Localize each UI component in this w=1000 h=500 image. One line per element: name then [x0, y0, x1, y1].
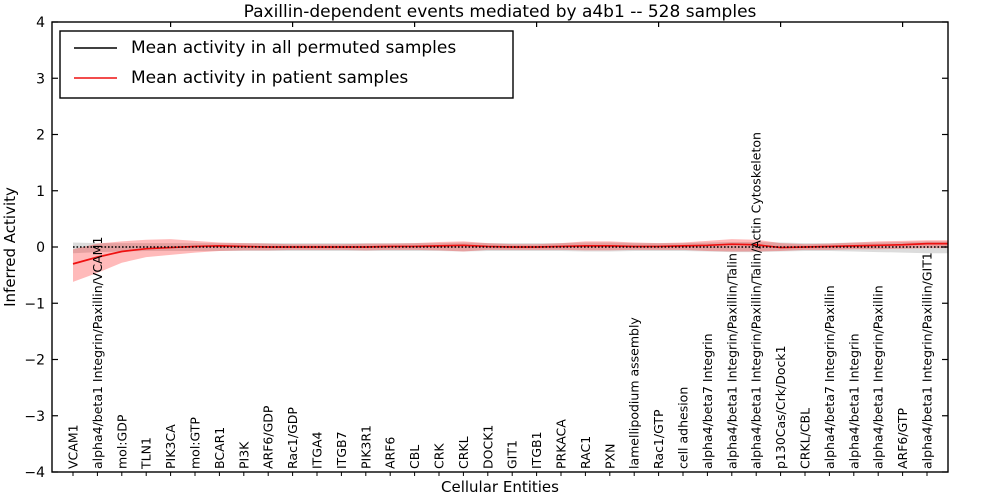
- y-tick-label: 1: [36, 184, 45, 200]
- x-tick-label: alpha4/beta7 Integrin: [700, 333, 715, 469]
- x-tick-label: alpha4/beta1 Integrin/Paxillin/VCAM1: [90, 237, 105, 469]
- x-tick-label: PI3K: [236, 441, 251, 469]
- x-axis-label: Cellular Entities: [441, 478, 559, 496]
- x-tick-label: ARF6/GTP: [895, 408, 910, 469]
- x-tick-label: lamellipodium assembly: [627, 317, 642, 469]
- x-tick-label: PXN: [602, 444, 617, 469]
- plot-area: −4 −3 −2 −1 0 1 2 3 4 VCAM1 alpha4/beta1 Integrin/…: [24, 15, 949, 481]
- y-tick-label: −2: [24, 353, 45, 369]
- x-tick-label: ITGB7: [334, 431, 349, 469]
- x-tick-label: mol:GTP: [188, 417, 203, 469]
- y-tick-label: 0: [36, 240, 45, 256]
- x-tick-label: TLN1: [139, 437, 154, 470]
- x-tick-label: RAC1: [578, 436, 593, 469]
- x-tick-label: alpha4/beta1 Integrin/Paxillin/GIT1: [920, 252, 935, 469]
- plot-border: [51, 21, 949, 473]
- x-tick-label: ITGB1: [529, 431, 544, 469]
- legend-label-permuted: Mean activity in all permuted samples: [131, 38, 456, 58]
- x-tick-label: alpha4/beta1 Integrin/Paxillin/Talin: [724, 253, 739, 469]
- y-tick-label: 2: [36, 128, 45, 144]
- x-tick-label: DOCK1: [480, 425, 495, 469]
- x-tick-label: ARF6: [383, 437, 398, 469]
- x-tick-label: PRKACA: [554, 419, 569, 469]
- chart-title: Paxillin-dependent events mediated by a4…: [244, 2, 757, 22]
- legend: Mean activity in all permuted samples Me…: [59, 30, 514, 99]
- x-tick-label: ITGA4: [310, 431, 325, 469]
- x-tick-label: BCAR1: [212, 427, 227, 469]
- y-axis-label: Inferred Activity: [1, 187, 19, 307]
- x-tick-label: ARF6/GDP: [261, 405, 276, 469]
- x-tick-label: alpha4/beta1 Integrin: [846, 333, 861, 469]
- x-tick-label: Rac1/GDP: [285, 407, 300, 469]
- x-tick-label: alpha4/beta1 Integrin/Paxillin/Talin/Act…: [749, 132, 764, 469]
- x-tick-label: CBL: [407, 445, 422, 469]
- y-tick-label: −4: [24, 465, 45, 481]
- x-tick-label: alpha4/beta7 Integrin/Paxillin: [822, 285, 837, 469]
- x-tick-label: PIK3CA: [163, 424, 178, 469]
- x-tick-label: mol:GDP: [114, 414, 129, 469]
- x-tick-label: CRK: [432, 443, 447, 469]
- x-tick-label: PIK3R1: [358, 425, 373, 469]
- y-tick-label: 3: [36, 71, 45, 87]
- x-tick-label: CRKL: [456, 436, 471, 469]
- y-tick-label: 4: [36, 15, 45, 31]
- legend-label-patient: Mean activity in patient samples: [131, 68, 408, 88]
- patient-band: [73, 239, 948, 282]
- x-tick-label: p130Cas/Crk/Dock1: [773, 345, 788, 469]
- x-tick-label: cell adhesion: [676, 387, 691, 469]
- x-tick-label: VCAM1: [66, 424, 81, 469]
- legend-box: [59, 30, 514, 99]
- x-tick-label: CRKL/CBL: [798, 408, 813, 469]
- y-tick-label: −3: [24, 409, 45, 425]
- y-tick-label: −1: [24, 296, 45, 312]
- x-tick-label: GIT1: [505, 440, 520, 469]
- x-tick-label: Rac1/GTP: [651, 409, 666, 469]
- x-tick-label: alpha4/beta1 Integrin/Paxillin: [871, 285, 886, 469]
